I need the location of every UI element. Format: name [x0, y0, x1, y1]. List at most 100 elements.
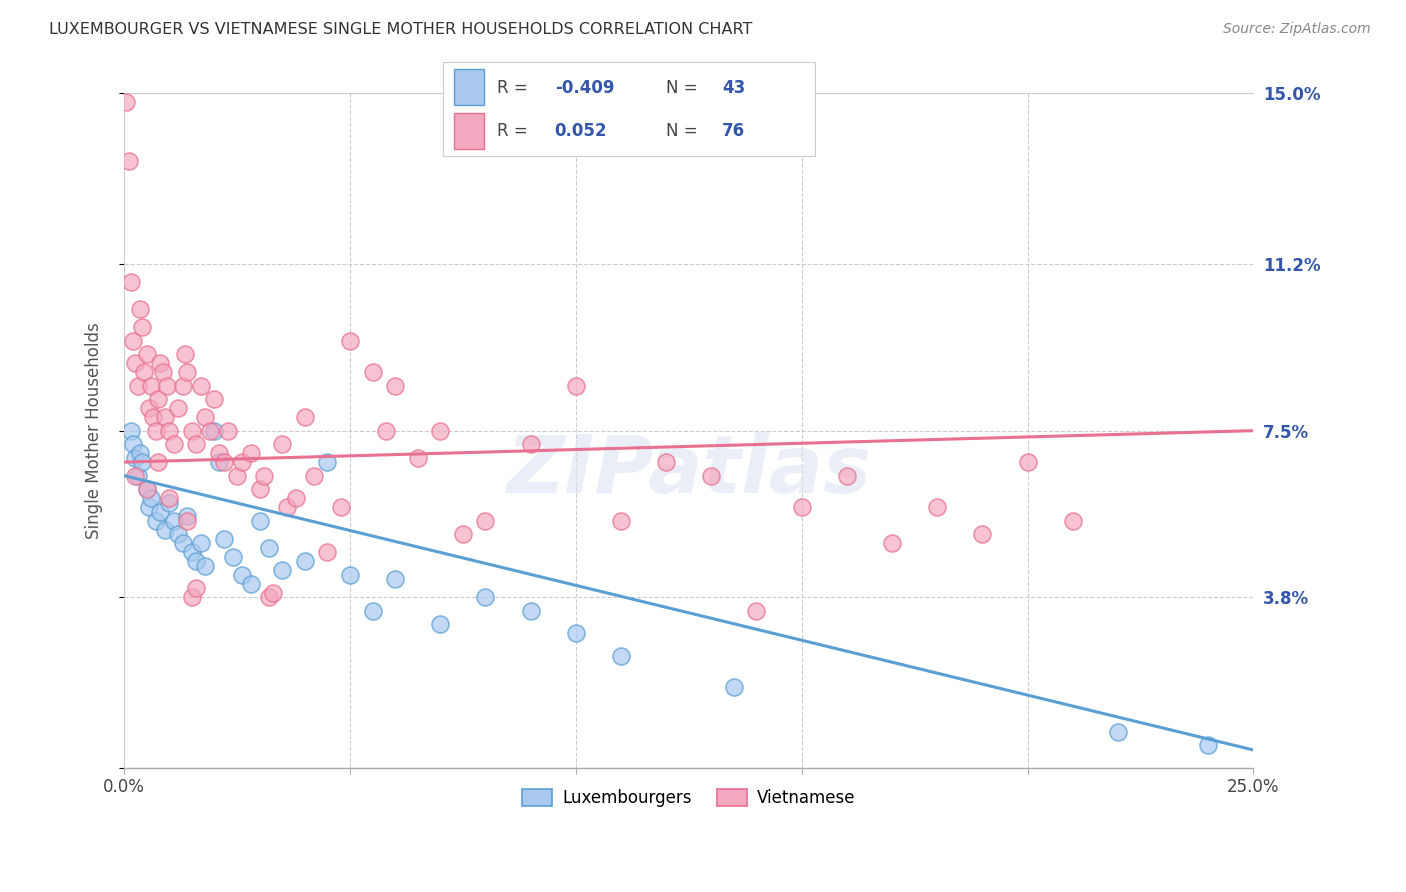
Point	[474, 514, 496, 528]
Point	[519, 603, 541, 617]
Point	[115, 95, 138, 110]
Point	[284, 491, 307, 505]
Point	[120, 424, 142, 438]
Legend: Luxembourgers, Vietnamese: Luxembourgers, Vietnamese	[516, 782, 862, 814]
Point	[655, 455, 678, 469]
Point	[176, 514, 198, 528]
Point	[361, 365, 384, 379]
Point	[1197, 739, 1219, 753]
Point	[124, 450, 146, 465]
Point	[124, 356, 146, 370]
Text: 76: 76	[723, 122, 745, 140]
Text: R =: R =	[496, 122, 527, 140]
Point	[217, 424, 239, 438]
Point	[131, 320, 153, 334]
Point	[700, 468, 723, 483]
Point	[745, 603, 768, 617]
Text: 43: 43	[723, 78, 745, 96]
Point	[1107, 725, 1129, 739]
Point	[329, 500, 352, 515]
Point	[141, 491, 163, 505]
Point	[163, 514, 186, 528]
Point	[276, 500, 298, 515]
Point	[972, 527, 994, 541]
Point	[294, 410, 316, 425]
Point	[302, 468, 325, 483]
Point	[610, 514, 633, 528]
Point	[122, 437, 145, 451]
Point	[145, 424, 167, 438]
Point	[249, 514, 271, 528]
Point	[145, 514, 167, 528]
Point	[135, 482, 157, 496]
Point	[146, 392, 169, 407]
Point	[429, 424, 451, 438]
Point	[406, 450, 429, 465]
Point	[134, 365, 156, 379]
Point	[176, 365, 198, 379]
Point	[239, 576, 262, 591]
Point	[1062, 514, 1084, 528]
Point	[451, 527, 474, 541]
Point	[474, 590, 496, 604]
Point	[124, 468, 146, 483]
Point	[157, 491, 180, 505]
Text: N =: N =	[666, 78, 697, 96]
FancyBboxPatch shape	[454, 113, 484, 149]
Point	[339, 567, 361, 582]
Point	[271, 563, 294, 577]
Point	[190, 536, 212, 550]
Text: ZIPatlas: ZIPatlas	[506, 432, 872, 510]
Point	[208, 446, 231, 460]
Point	[880, 536, 903, 550]
Point	[790, 500, 813, 515]
Point	[257, 541, 280, 555]
Point	[835, 468, 858, 483]
Point	[429, 617, 451, 632]
Text: R =: R =	[496, 78, 527, 96]
Point	[190, 378, 212, 392]
Y-axis label: Single Mother Households: Single Mother Households	[86, 322, 103, 539]
Point	[172, 536, 194, 550]
Point	[141, 378, 163, 392]
FancyBboxPatch shape	[454, 69, 484, 104]
Point	[253, 468, 276, 483]
Point	[316, 455, 339, 469]
Point	[565, 626, 588, 640]
Point	[384, 572, 406, 586]
Point	[519, 437, 541, 451]
Point	[129, 446, 152, 460]
Point	[723, 680, 745, 694]
Point	[153, 523, 176, 537]
Point	[208, 455, 231, 469]
Point	[122, 334, 145, 348]
Point	[120, 275, 142, 289]
Point	[610, 648, 633, 663]
Point	[180, 545, 202, 559]
Point	[153, 410, 176, 425]
Point	[149, 505, 172, 519]
Point	[186, 437, 208, 451]
Point	[138, 401, 160, 416]
Point	[194, 558, 217, 573]
Point	[375, 424, 398, 438]
Text: Source: ZipAtlas.com: Source: ZipAtlas.com	[1223, 22, 1371, 37]
Point	[249, 482, 271, 496]
Point	[129, 302, 152, 317]
Point	[204, 424, 226, 438]
Point	[142, 410, 165, 425]
Point	[271, 437, 294, 451]
Point	[167, 401, 190, 416]
Point	[194, 410, 217, 425]
Point	[118, 153, 141, 168]
Point	[212, 455, 235, 469]
Point	[339, 334, 361, 348]
Point	[1017, 455, 1039, 469]
Point	[927, 500, 949, 515]
Point	[226, 468, 249, 483]
Point	[212, 532, 235, 546]
Point	[135, 347, 157, 361]
Point	[262, 585, 284, 599]
Point	[138, 500, 160, 515]
Point	[135, 482, 157, 496]
